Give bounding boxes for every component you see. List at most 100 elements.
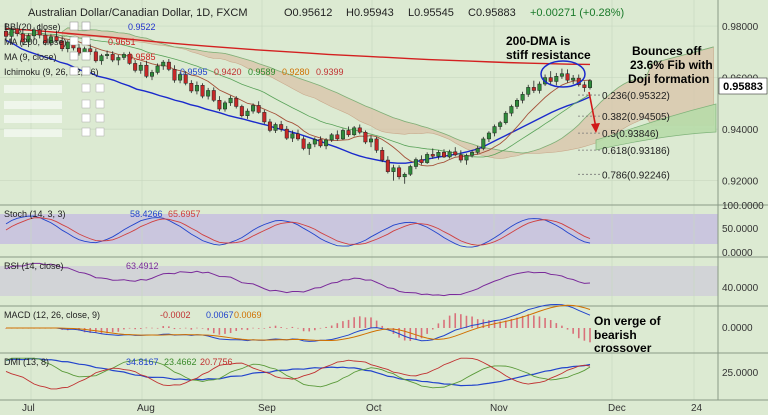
stoch-band <box>0 214 718 244</box>
candle-body <box>498 122 503 127</box>
macd-hist-bar <box>448 315 451 328</box>
candle-body <box>150 72 154 77</box>
ohlc-open: O0.95612 <box>284 7 332 19</box>
legend-gear-icon[interactable] <box>81 66 91 76</box>
legend-gear-icon[interactable] <box>81 36 91 46</box>
legend-close-icon[interactable] <box>95 127 105 137</box>
hidden-indicator-row[interactable] <box>4 101 62 109</box>
candle-body <box>307 143 312 149</box>
legend-gear-icon[interactable] <box>81 21 91 31</box>
macd-hist-bar <box>583 328 586 341</box>
candle-body <box>200 85 205 97</box>
macd-hist-bar <box>589 328 591 343</box>
legend-value: 0.9651 <box>108 37 136 47</box>
macd-hist-bar <box>561 325 563 328</box>
legend-close-icon[interactable] <box>95 113 105 123</box>
annot-dma-line1: 200-DMA is <box>506 34 571 48</box>
macd-hist-bar <box>123 328 125 330</box>
macd-hist-bar <box>196 327 198 329</box>
macd-hist-bar <box>454 313 457 328</box>
candle-body <box>520 94 525 101</box>
stoch-tick-50: 50.0000 <box>722 224 759 235</box>
candle-body <box>486 132 491 140</box>
legend-label: BB (20, close) <box>4 22 61 32</box>
macd-hist-bar <box>83 328 86 333</box>
candle-body <box>194 85 199 92</box>
indicator-legend: BB (20, close) 0.9522 MA (200, close) 0.965… <box>4 21 344 137</box>
legend-eye-icon[interactable] <box>69 66 79 76</box>
candle-body <box>234 97 239 107</box>
legend-eye-icon[interactable] <box>69 21 79 31</box>
legend-gear-icon[interactable] <box>81 99 91 109</box>
month-jul: Jul <box>22 403 35 414</box>
macd-hist-bar <box>128 327 131 329</box>
candle-body <box>515 100 519 107</box>
candle-body <box>211 90 216 101</box>
macd-hist-bar <box>465 315 468 328</box>
legend-gear-icon[interactable] <box>81 51 91 61</box>
candle-body <box>442 152 446 158</box>
candle-body <box>419 159 424 163</box>
macd-hist-bar <box>415 328 417 340</box>
candle-body <box>110 54 115 61</box>
candle-body <box>559 73 564 77</box>
candle-body <box>228 97 233 104</box>
candle-body <box>430 154 435 157</box>
macd-hist-bar <box>162 326 165 328</box>
month-nov: Nov <box>490 403 508 414</box>
macd-hist-bar <box>364 317 367 328</box>
stoch-value-d: 65.6957 <box>168 209 201 219</box>
candle-body <box>509 106 514 114</box>
candle-body <box>369 138 373 143</box>
macd-hist-bar <box>314 328 316 331</box>
macd-hist-bar <box>297 327 299 329</box>
hidden-indicator-row[interactable] <box>4 115 62 123</box>
candle-body <box>408 166 413 175</box>
candle-body <box>425 154 430 163</box>
macd-pane-bg <box>0 307 718 353</box>
dmi-pane <box>5 357 591 390</box>
hidden-indicator-row[interactable] <box>4 129 62 137</box>
legend-eye-icon[interactable] <box>69 36 79 46</box>
candle-body <box>54 36 59 42</box>
candle-body <box>464 155 469 161</box>
candle-body <box>374 138 379 151</box>
legend-eye-icon[interactable] <box>69 51 79 61</box>
ohlc-change: +0.00271 (+0.28%) <box>530 7 624 19</box>
legend-close-icon[interactable] <box>95 83 105 93</box>
macd-label: MACD (12, 26, close, 9) <box>4 310 100 320</box>
candle-body <box>526 87 531 95</box>
candle-body <box>548 77 553 82</box>
candle-body <box>273 124 278 131</box>
legend-gear-icon[interactable] <box>81 127 91 137</box>
fib-label: 0.786(0.92246) <box>602 170 670 181</box>
hidden-indicator-row[interactable] <box>4 85 62 93</box>
legend-close-icon[interactable] <box>95 99 105 109</box>
macd-hist-bar <box>201 328 204 329</box>
candle-body <box>37 29 42 36</box>
stoch-legend: Stoch (14, 3, 3) 58.4266 65.6957 <box>4 209 201 219</box>
rsi-legend: RSI (14, close) 63.4912 <box>4 261 159 271</box>
legend-ichimoku-value: 0.9280 <box>282 67 310 77</box>
month-oct: Oct <box>366 403 382 414</box>
legend-gear-icon[interactable] <box>81 113 91 123</box>
dmi-value-adx: 34.8167 <box>126 357 159 367</box>
stoch-d-line <box>5 217 591 246</box>
candle-body <box>9 28 14 37</box>
candle-body <box>65 41 70 49</box>
candle-body <box>133 63 138 71</box>
macd-value-signal: 0.0069 <box>234 310 262 320</box>
candle-body <box>105 54 110 56</box>
candle-body <box>492 126 497 134</box>
candle-body <box>554 76 559 82</box>
macd-hist-bar <box>145 327 148 329</box>
macd-hist-bar <box>398 328 400 338</box>
candle-body <box>20 33 25 43</box>
candle-body <box>447 151 452 158</box>
legend-gear-icon[interactable] <box>81 83 91 93</box>
fib-label: 0.382(0.94505) <box>602 112 670 123</box>
month-dec: Dec <box>608 403 626 414</box>
candle-body <box>138 64 143 71</box>
macd-hist-bar <box>566 328 569 330</box>
